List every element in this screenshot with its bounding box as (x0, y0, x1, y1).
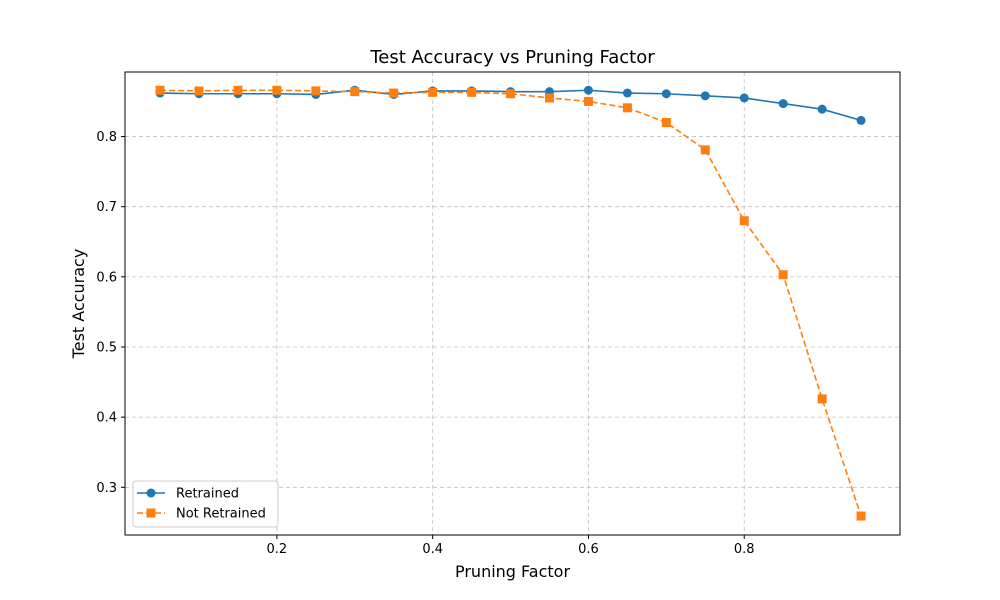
legend-entries: Retrained Not Retrained (137, 487, 266, 522)
data-point-not-retrained (467, 87, 477, 97)
plot-frame (124, 71, 901, 536)
y-tick-label: 0.4 (96, 411, 117, 426)
data-point-not-retrained (233, 85, 243, 95)
y-axis-label: Test Accuracy (69, 249, 88, 360)
data-point-retrained (622, 88, 632, 98)
data-point-not-retrained (739, 216, 749, 226)
data-point-not-retrained (856, 511, 866, 521)
y-tick-label: 0.3 (96, 481, 117, 496)
series-layer (155, 85, 866, 521)
data-point-not-retrained (155, 85, 165, 95)
data-point-not-retrained (272, 85, 282, 95)
data-point-not-retrained (506, 89, 516, 99)
data-point-not-retrained (428, 87, 438, 97)
data-point-retrained (817, 104, 827, 114)
data-point-not-retrained (661, 118, 671, 128)
x-axis-label: Pruning Factor (455, 562, 570, 581)
x-tick-label: 0.8 (734, 542, 755, 557)
data-point-not-retrained (700, 145, 710, 155)
data-point-not-retrained (194, 86, 204, 96)
data-point-not-retrained (817, 394, 827, 404)
legend-marker-retrained (146, 488, 156, 498)
data-point-not-retrained (544, 93, 554, 103)
x-tick-label: 0.4 (422, 542, 443, 557)
y-tick-label: 0.7 (96, 200, 117, 215)
ticks: 0.2 0.4 0.6 0.8 0.3 0.4 0.5 0.6 0.7 0.8 (96, 130, 754, 557)
data-point-retrained (739, 93, 749, 103)
legend-label-not-retrained: Not Retrained (176, 507, 266, 522)
data-point-retrained (778, 99, 788, 109)
data-point-not-retrained (350, 87, 360, 97)
data-point-not-retrained (311, 86, 321, 96)
y-tick-label: 0.6 (96, 270, 117, 285)
data-point-retrained (700, 91, 710, 101)
x-tick-label: 0.2 (267, 542, 288, 557)
chart-title: Test Accuracy vs Pruning Factor (369, 47, 655, 68)
data-point-not-retrained (622, 103, 632, 113)
legend: Retrained Not Retrained (132, 480, 279, 528)
legend-marker-not-retrained (146, 508, 156, 518)
data-point-retrained (661, 89, 671, 99)
y-tick-label: 0.8 (96, 130, 117, 145)
legend-box (132, 480, 279, 528)
x-tick-label: 0.6 (578, 542, 599, 557)
data-point-retrained (856, 115, 866, 125)
series-not-retrained (155, 85, 866, 521)
data-point-not-retrained (389, 88, 399, 98)
y-tick-label: 0.5 (96, 340, 117, 355)
data-point-retrained (583, 85, 593, 95)
data-point-not-retrained (583, 96, 593, 106)
grid (125, 72, 900, 535)
legend-label-retrained: Retrained (176, 487, 239, 502)
data-point-not-retrained (778, 270, 788, 280)
